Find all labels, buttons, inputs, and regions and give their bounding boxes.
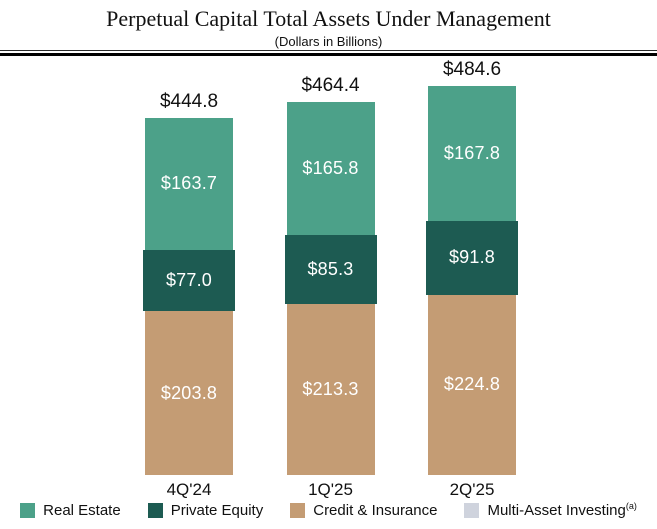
- bar-segment-value: $85.3: [307, 259, 354, 280]
- bar-segment-value: $77.0: [165, 270, 213, 291]
- bar-segment-credit-insurance: $213.3: [286, 303, 375, 475]
- bar-segment-real-estate: $165.8: [286, 102, 375, 236]
- x-axis-label: 1Q'25: [308, 480, 353, 499]
- legend-item-private-equity: Private Equity: [147, 502, 264, 519]
- legend-swatch-credit-insurance: [290, 503, 306, 518]
- bar-segment-value: $91.8: [448, 247, 496, 268]
- bar-segment-credit-insurance: $224.8: [428, 294, 516, 475]
- legend-label: Multi-Asset Investing(a): [487, 501, 637, 520]
- legend-footnote-marker: (a): [625, 501, 637, 511]
- bar-segment-private-equity: $91.8: [426, 220, 518, 295]
- legend: Real Estate Private Equity Credit & Insura…: [0, 502, 657, 519]
- bar-segment-value: $224.8: [443, 374, 501, 395]
- legend-swatch-private-equity: [147, 503, 163, 518]
- bar-segment-private-equity: $77.0: [143, 249, 235, 312]
- legend-label: Private Equity: [170, 502, 264, 519]
- legend-item-multi-asset-investing: Multi-Asset Investing(a): [464, 501, 637, 520]
- legend-item-real-estate: Real Estate: [20, 502, 121, 519]
- legend-swatch-real-estate: [20, 503, 36, 518]
- legend-item-credit-insurance: Credit & Insurance: [290, 502, 437, 519]
- bar-total-label: $444.8: [159, 91, 219, 113]
- bar-segment-value: $213.3: [302, 378, 359, 399]
- header-rule-thick: [0, 53, 657, 56]
- bar-segment-value: $167.8: [443, 143, 501, 164]
- legend-label: Credit & Insurance: [313, 502, 438, 519]
- bar-total-label: $484.6: [442, 59, 502, 81]
- x-axis-label: 2Q'25: [449, 480, 495, 499]
- legend-label: Real Estate: [43, 502, 121, 519]
- bar-segment-value: $165.8: [302, 158, 359, 179]
- chart-title: Perpetual Capital Total Assets Under Man…: [106, 6, 551, 31]
- legend-swatch-multi-asset-investing: [464, 503, 480, 518]
- bar-segment-value: $163.7: [160, 173, 218, 194]
- bar-total-label: $464.4: [301, 75, 360, 97]
- bar-segment-private-equity: $85.3: [284, 235, 377, 304]
- bar-segment-value: $203.8: [160, 382, 218, 403]
- header-rule-thin: [0, 50, 657, 51]
- bar-segment-real-estate: $167.8: [428, 86, 516, 221]
- chart-subtitle: (Dollars in Billions): [274, 34, 383, 49]
- x-axis-label: 4Q'24: [166, 480, 212, 499]
- bar-segment-credit-insurance: $203.8: [145, 311, 233, 475]
- bar-segment-real-estate: $163.7: [145, 118, 233, 250]
